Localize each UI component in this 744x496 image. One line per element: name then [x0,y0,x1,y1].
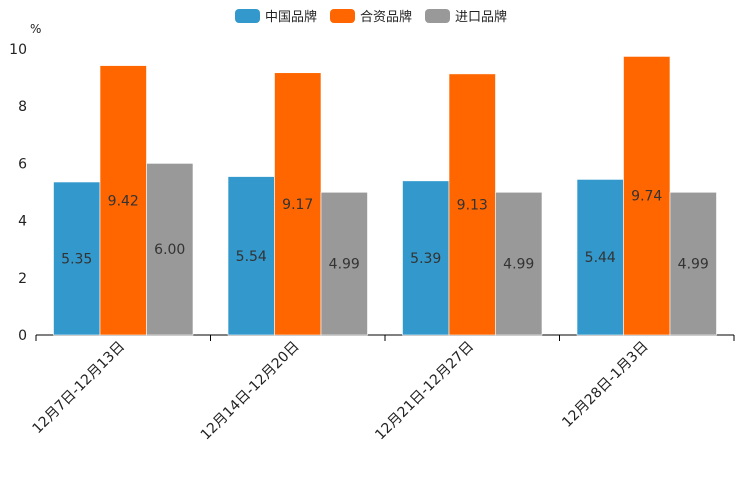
y-tick-label: 6 [18,156,27,172]
y-tick-label: 2 [18,271,27,287]
data-label: 9.42 [108,193,139,209]
bar [576,179,624,336]
bar [99,65,147,336]
x-tick-label: 12月14日-12月20日 [198,339,303,444]
x-tick-label: 12月21日-12月27日 [372,339,477,444]
y-tick-label: 0 [18,328,27,344]
x-tick-label: 12月7日-12月13日 [30,339,129,438]
x-axis: 12月7日-12月13日 12月14日-12月20日 12月21日-12月27日 12… [30,334,735,444]
data-label: 5.44 [585,250,616,266]
legend-label: 中国品牌 [265,9,317,25]
bar [320,191,368,336]
data-label: 9.17 [282,197,313,213]
legend-swatch [330,9,355,23]
data-label: 5.54 [236,249,267,265]
data-label: 6.00 [154,242,185,258]
legend-label: 进口品牌 [455,9,507,25]
data-label: 4.99 [503,257,534,273]
bars [53,56,717,336]
legend-swatch [425,9,450,23]
bar [623,56,671,336]
x-tick-label: 12月28日-1月3日 [559,339,651,431]
bar [448,73,496,336]
legend-label: 合资品牌 [360,9,412,25]
data-label: 9.13 [457,197,488,213]
legend: 中国品牌 合资品牌 进口品牌 [235,9,507,25]
y-tick-label: 4 [18,214,27,230]
data-label: 4.99 [678,257,709,273]
y-axis-unit: % [30,22,41,36]
data-label: 9.74 [631,189,662,205]
y-axis: 0 2 4 6 8 10 [9,42,27,344]
bar [274,72,322,336]
bar [146,163,194,336]
bar [495,191,543,336]
y-tick-label: 8 [18,99,27,115]
bar [669,191,717,336]
legend-swatch [235,9,260,23]
data-label: 5.39 [410,251,441,267]
data-label: 5.35 [61,251,92,267]
bar [53,181,101,336]
y-tick-label: 10 [9,42,27,58]
bar [402,180,450,336]
data-label: 4.99 [329,257,360,273]
value-labels: 5.35 5.54 5.39 5.44 9.42 9.17 9.13 9.74 6.00 4.99… [61,189,709,273]
